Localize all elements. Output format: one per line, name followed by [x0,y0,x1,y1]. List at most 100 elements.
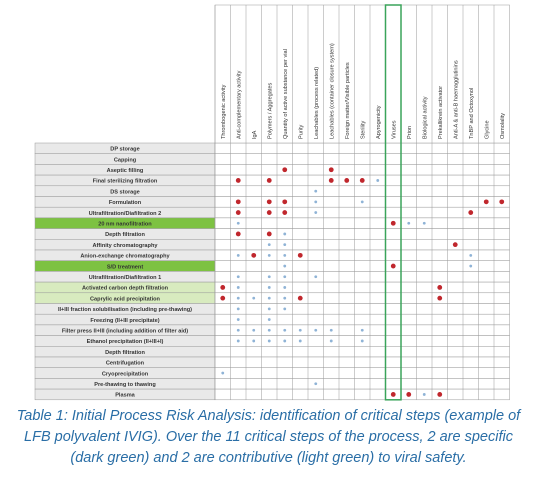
minor-dot [422,221,426,225]
minor-dot [298,339,302,343]
critical-dot [220,285,226,290]
minor-dot [267,328,271,332]
row-label: II+III fraction solubilisation (includin… [58,307,192,313]
minor-dot [314,382,318,386]
row-label: Cryoprecipitation [102,371,149,377]
minor-dot [314,211,318,214]
row-label: Aseptic filling [107,168,144,174]
critical-dot [266,199,272,205]
minor-dot [360,328,364,332]
row-cells [214,303,510,315]
critical-dot [406,392,412,397]
minor-dot [283,243,287,247]
minor-dot [236,275,240,279]
minor-dot [407,221,411,225]
row-cells [214,185,510,197]
critical-dot [282,210,288,215]
minor-dot [267,275,271,279]
minor-dot [236,253,240,257]
critical-dot [266,210,272,215]
minor-dot [314,189,318,193]
row-label: Filter press II+III (including addition … [62,328,188,334]
column-header: Leachables (container closure system) [329,43,335,139]
row-label: Capping [114,157,137,163]
critical-dot [235,210,241,215]
minor-dot [267,318,271,321]
minor-dot [252,339,256,343]
row-cells [214,271,510,283]
critical-dot [235,178,241,183]
column-header: Biological activity [422,96,428,139]
critical-dot [359,178,365,183]
row-label: Affinity chromatography [93,243,159,249]
minor-dot [283,339,287,343]
minor-dot [236,318,240,321]
minor-dot [376,179,380,182]
critical-dot [220,295,226,301]
row-label: Formulation [109,200,142,206]
critical-dot [266,178,272,183]
header-frame [214,4,510,144]
row-label: Activated carbon depth filtration [82,286,169,292]
critical-dot [328,178,334,183]
critical-dot [328,167,334,173]
critical-dot [282,167,288,173]
minor-dot [236,221,240,225]
row-label: DP storage [110,147,139,153]
row-label: Ultrafiltration/Diafiltration 1 [89,275,161,281]
minor-dot [469,253,473,257]
minor-dot [252,328,256,332]
row-cells [214,260,510,272]
minor-dot [221,371,225,375]
column-header: Apyrogenicity [376,105,382,139]
minor-dot [314,275,318,279]
minor-dot [283,253,287,257]
row-label: Depth filtration [105,232,145,238]
column-header: Glycine [484,120,490,139]
critical-dot [390,392,396,397]
column-header: TnBP and Octoxynol [469,88,475,139]
column-header: Viruses [391,120,397,139]
row-cells [214,313,510,326]
row-label: Anion-exchange chromatography [80,254,170,260]
minor-dot [329,339,333,343]
row-label: Freezing (II+III precipitate) [90,318,159,324]
column-header: Sterility [360,120,366,139]
critical-dot [282,199,288,205]
critical-dot [390,220,396,226]
row-cells [214,239,510,251]
row-label: Ethanol precipitation (II+III+I) [87,339,164,345]
row-label: Depth filtration [105,350,145,356]
critical-dot [297,252,303,258]
minor-dot [283,286,287,289]
minor-dot [360,339,364,343]
column-header: Foreign matter/Visible particles [345,62,351,139]
minor-dot [314,200,318,204]
critical-dot [437,392,443,397]
row-cells [214,292,510,304]
critical-dot [437,285,443,290]
row-cells [214,142,510,154]
row-cells [214,206,510,219]
critical-dot [235,199,241,205]
row-label: S/D treatment [107,264,144,270]
critical-dot [390,263,396,269]
minor-dot [314,328,318,332]
critical-dot [235,231,241,237]
minor-dot [329,328,333,332]
minor-dot [283,232,287,236]
critical-dot [297,295,303,301]
row-cells [214,249,510,261]
minor-dot [236,328,240,332]
column-header: Anti-A & anti-B haemagglutinins [453,60,459,139]
row-cells [214,281,510,294]
row-label: DS storage [110,189,140,195]
critical-dot [468,210,474,215]
row-label: Caprylic acid precipitation [90,296,161,302]
row-cells [214,164,510,176]
critical-dot [344,178,350,183]
row-label: Centrifugation [106,361,145,367]
row-label: Final sterilizing filtration [93,179,158,185]
minor-dot [267,296,271,300]
minor-dot [283,307,287,311]
